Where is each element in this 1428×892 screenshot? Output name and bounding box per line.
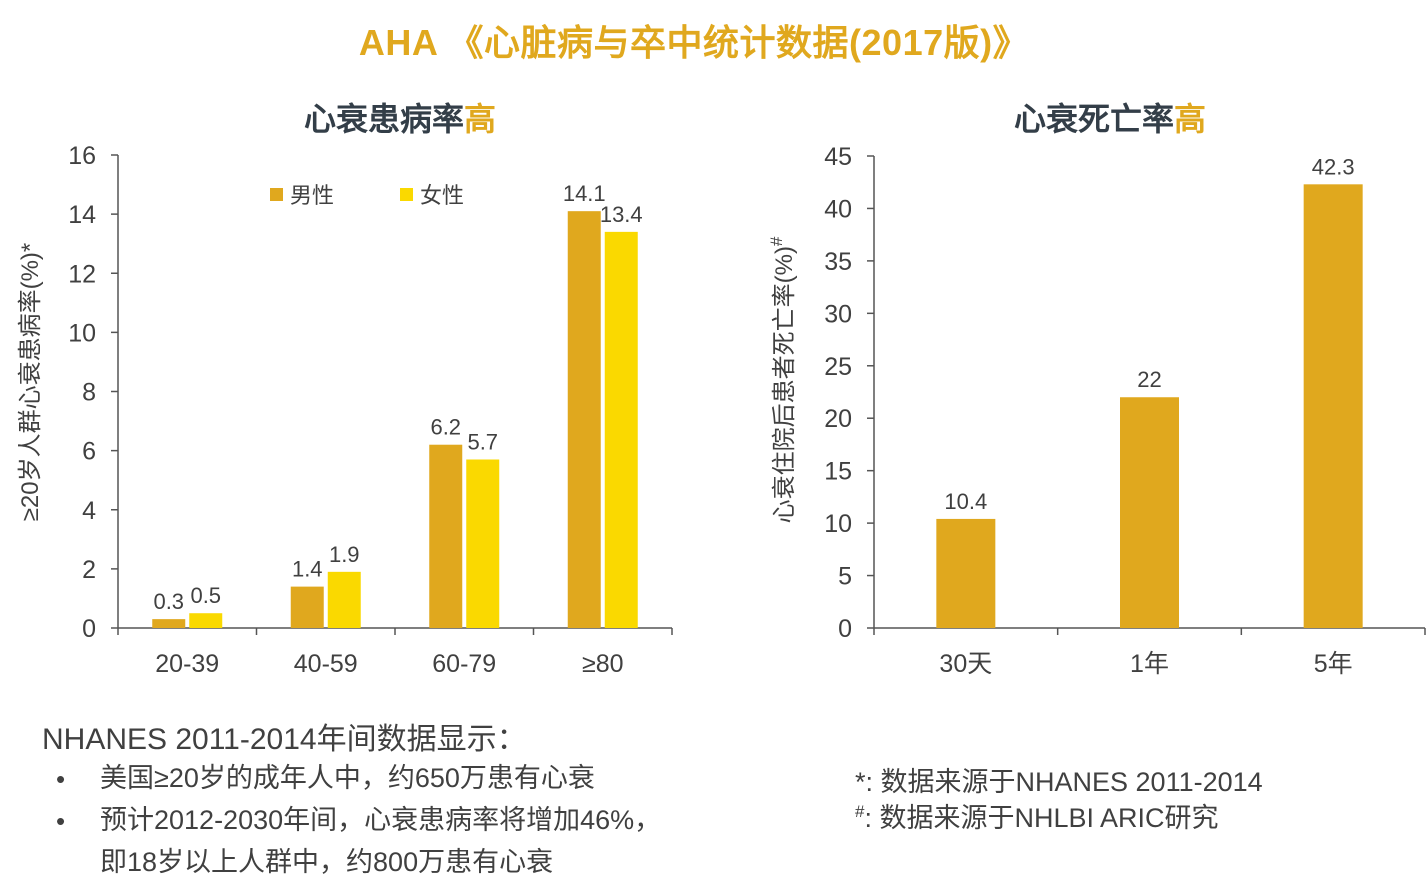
mortality-data-label: 10.4 xyxy=(944,489,987,514)
prevalence-x-tick-label: ≥80 xyxy=(582,650,624,678)
prevalence-y-tick-label: 4 xyxy=(82,497,96,525)
mortality-y-tick-label: 20 xyxy=(824,405,852,433)
mortality-bars: 10.4 22 42.3 xyxy=(936,154,1363,628)
prevalence-bars: 0.3 0.5 1.41.9 6.25.7 14.113.4 xyxy=(152,181,643,629)
source-text-aric: : 数据来源于NHLBI ARIC研究 xyxy=(864,803,1219,833)
mortality-bar-s1 xyxy=(936,518,996,628)
notes-intro: NHANES 2011-2014年间数据显示： xyxy=(42,723,527,756)
bullet-item-1: 美国≥20岁的成年人中，约650万患有心衰 xyxy=(100,763,595,793)
prevalence-y-tick-label: 2 xyxy=(82,556,96,584)
prevalence-bar-s2 xyxy=(189,613,223,628)
legend-label-male: 男性 xyxy=(290,183,334,208)
prevalence-bar-s1 xyxy=(429,444,463,628)
prevalence-legend: 男性 女性 xyxy=(270,183,464,208)
mortality-x-tick-label: 30天 xyxy=(939,650,992,678)
mortality-title-highlight: 高 xyxy=(1174,101,1206,137)
mortality-y-axis-label-mark: # xyxy=(767,236,786,246)
bullet-marker: • xyxy=(56,764,66,794)
page-title: AHA 《心脏病与卒中统计数据(2017版)》 xyxy=(358,22,1030,63)
mortality-bar-s1 xyxy=(1303,184,1363,628)
prevalence-bar-s1 xyxy=(290,586,324,628)
mortality-y-tick-label: 35 xyxy=(824,248,852,276)
prevalence-bar-s2 xyxy=(327,571,361,628)
bullet-item-2-continued: 即18岁以上人群中，约800万患有心衰 xyxy=(100,847,554,877)
prevalence-x-tick-label: 60-79 xyxy=(432,650,496,678)
bullet-item-2: 预计2012-2030年间，心衰患病率将增加46%， xyxy=(100,805,662,835)
mortality-y-tick-label: 40 xyxy=(824,195,852,223)
prevalence-y-axis-label: ≥20岁人群心衰患病率(%)* xyxy=(17,243,44,522)
mortality-y-tick-label: 0 xyxy=(838,615,852,643)
mortality-y-tick-label: 25 xyxy=(824,353,852,381)
mortality-data-label: 42.3 xyxy=(1312,154,1355,179)
mortality-y-tick-label: 30 xyxy=(824,300,852,328)
mortality-x-tick-label: 1年 xyxy=(1130,650,1169,678)
mortality-y-tick-label: 10 xyxy=(824,510,852,538)
source-note-nhanes: *: 数据来源于NHANES 2011-2014 xyxy=(855,760,1263,799)
mortality-y-axis-label-text: 心衰住院后患者死亡率(%) xyxy=(771,246,798,523)
mortality-title-main: 心衰死亡率 xyxy=(1014,101,1174,137)
prevalence-data-label: 6.2 xyxy=(430,415,461,440)
prevalence-data-label: 14.1 xyxy=(563,181,606,206)
prevalence-data-label: 0.5 xyxy=(190,583,221,608)
mortality-y-axis-label: 心衰住院后患者死亡率(%)# xyxy=(767,236,798,523)
source-mark-hash: # xyxy=(855,802,865,821)
mortality-data-label: 22 xyxy=(1137,367,1161,392)
mortality-bar-s1 xyxy=(1120,397,1179,628)
mortality-x-tick-label: 5年 xyxy=(1314,650,1353,678)
prevalence-title-highlight: 高 xyxy=(464,101,496,137)
mortality-chart: 心衰死亡率高 心衰住院后患者死亡率(%)# 0 5 10 15 20 25 30 35 40 45… xyxy=(767,101,1426,678)
mortality-y-tick-label: 5 xyxy=(838,563,852,591)
prevalence-chart: 心衰患病率高 ≥20岁人群心衰患病率(%)* 0 2 4 6 8 10 12 14 16 20-3… xyxy=(17,101,673,678)
prevalence-chart-title: 心衰患病率高 xyxy=(304,101,496,137)
prevalence-bar-s2 xyxy=(466,459,500,628)
prevalence-y-tick-label: 0 xyxy=(82,615,96,643)
prevalence-y-tick-label: 10 xyxy=(68,319,96,347)
prevalence-x-tick-label: 20-39 xyxy=(155,650,219,678)
prevalence-data-label: 0.3 xyxy=(153,589,184,614)
mortality-y-tick-label: 45 xyxy=(824,143,852,171)
prevalence-bar-s2 xyxy=(604,231,638,629)
prevalence-bar-s1 xyxy=(567,211,601,628)
prevalence-data-label: 13.4 xyxy=(600,202,643,227)
bullet-marker: • xyxy=(56,806,66,836)
prevalence-y-tick-label: 12 xyxy=(68,260,96,288)
legend-swatch-male xyxy=(270,188,283,201)
prevalence-data-label: 1.4 xyxy=(292,557,323,582)
source-mark-asterisk: * xyxy=(855,767,866,797)
prevalence-y-tick-label: 16 xyxy=(68,142,96,170)
source-note-aric: #: 数据来源于NHLBI ARIC研究 xyxy=(855,796,1219,835)
prevalence-x-tick-label: 40-59 xyxy=(294,650,358,678)
prevalence-axes: 0 2 4 6 8 10 12 14 16 20-39 40-59 60-79 ≥80 xyxy=(68,142,673,678)
source-text-nhanes: : 数据来源于NHANES 2011-2014 xyxy=(865,767,1263,797)
prevalence-title-main: 心衰患病率 xyxy=(304,101,464,137)
prevalence-bar-s1 xyxy=(152,619,186,628)
mortality-y-tick-label: 15 xyxy=(824,458,852,486)
prevalence-y-tick-label: 6 xyxy=(82,438,96,466)
prevalence-y-tick-label: 8 xyxy=(82,379,96,407)
legend-swatch-female xyxy=(400,188,413,201)
mortality-chart-title: 心衰死亡率高 xyxy=(1014,101,1206,137)
prevalence-data-label: 5.7 xyxy=(467,429,498,454)
prevalence-data-label: 1.9 xyxy=(329,542,360,567)
prevalence-y-tick-label: 14 xyxy=(68,201,96,229)
legend-label-female: 女性 xyxy=(420,183,464,208)
